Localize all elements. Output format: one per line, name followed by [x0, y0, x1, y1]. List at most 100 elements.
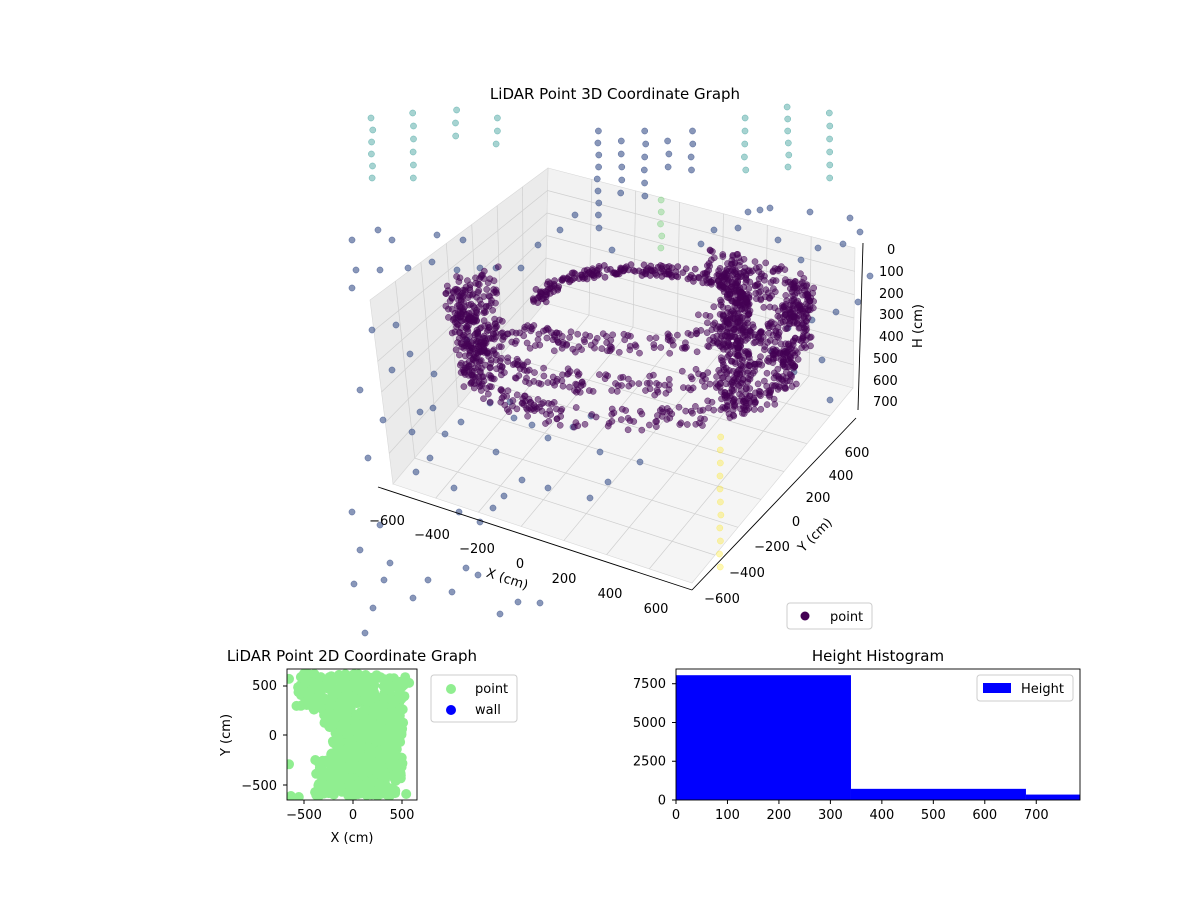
histogram-bars — [676, 675, 1080, 800]
data-point-2d — [358, 769, 368, 779]
data-point-3d — [791, 278, 799, 286]
data-point-3d — [462, 564, 470, 572]
data-point-3d — [448, 588, 456, 596]
legend-histogram-swatch — [983, 683, 1011, 693]
data-point-3d — [753, 281, 761, 289]
data-point-3d — [572, 380, 579, 388]
data-point-3d — [376, 521, 384, 529]
data-point-3d — [392, 321, 400, 329]
data-point-3d — [814, 244, 822, 252]
data-point-3d — [480, 345, 488, 353]
data-point-3d — [458, 343, 466, 351]
data-point-3d — [723, 328, 731, 336]
data-point-2d — [287, 791, 296, 800]
data-point-2d — [324, 702, 335, 712]
data-point-3d — [424, 576, 432, 584]
data-point-3d — [757, 405, 765, 413]
data-point-2d — [293, 792, 304, 800]
chart-3d-title: LiDAR Point 3D Coordinate Graph — [490, 85, 740, 103]
data-point-3d — [785, 340, 792, 348]
data-point-3d — [536, 599, 544, 607]
data-point-3d — [555, 339, 562, 346]
data-point-3d — [772, 382, 779, 389]
data-point-3d — [492, 140, 500, 148]
data-point-3d — [486, 364, 494, 372]
data-point-3d — [406, 350, 414, 358]
data-point-3d — [715, 282, 723, 289]
data-point-3d — [589, 388, 597, 395]
data-point-3d — [380, 576, 388, 584]
data-point-3d — [615, 348, 623, 356]
data-point-3d — [785, 151, 793, 159]
data-point-3d — [751, 258, 759, 265]
data-point-2d — [336, 786, 347, 797]
data-point-3d — [540, 364, 547, 372]
y-tick: 500 — [252, 679, 277, 694]
data-point-3d — [412, 468, 420, 476]
data-point-3d — [665, 375, 673, 383]
data-point-3d — [572, 348, 579, 356]
data-point-3d — [601, 273, 609, 281]
data-point-3d — [826, 122, 834, 130]
data-point-3d — [468, 379, 475, 387]
data-point-3d — [682, 265, 690, 273]
data-point-3d — [765, 354, 773, 362]
data-point-3d — [784, 127, 792, 135]
data-point-3d — [733, 369, 740, 376]
data-point-3d — [570, 423, 578, 431]
data-point-3d — [566, 278, 573, 286]
data-point-3d — [498, 394, 506, 402]
data-point-3d — [630, 418, 638, 425]
data-point-3d — [741, 153, 748, 161]
data-point-3d — [609, 331, 617, 339]
data-point-3d — [680, 384, 687, 391]
data-point-3d — [744, 369, 751, 377]
data-point-3d — [453, 266, 461, 274]
data-point-2d — [333, 733, 344, 744]
data-point-3d — [826, 396, 834, 404]
data-point-3d — [636, 408, 644, 415]
data-point-3d — [477, 338, 485, 346]
data-point-3d — [716, 524, 724, 532]
data-point-2d — [329, 674, 340, 685]
histogram-frame — [675, 668, 1081, 801]
data-point-3d — [624, 414, 632, 422]
data-point-2d — [343, 761, 354, 772]
data-point-3d — [595, 163, 602, 171]
data-point-3d — [549, 379, 557, 386]
data-point-3d — [464, 342, 472, 350]
y-tick: −400 — [729, 566, 765, 581]
x-tick: 600 — [644, 602, 669, 617]
data-point-3d — [761, 377, 768, 385]
data-point-3d — [546, 407, 554, 415]
data-point-3d — [374, 226, 382, 234]
data-point-3d — [789, 301, 797, 309]
data-point-3d — [783, 325, 791, 332]
data-point-3d — [771, 338, 779, 346]
data-point-3d — [765, 329, 773, 337]
data-point-3d — [512, 337, 520, 345]
y-axis-label-2d: Y (cm) — [219, 714, 234, 757]
data-point-3d — [638, 426, 646, 434]
data-point-3d — [728, 357, 735, 365]
data-point-2d — [346, 750, 356, 761]
data-point-3d — [463, 310, 470, 318]
data-point-2d — [388, 673, 399, 684]
data-point-3d — [409, 109, 417, 117]
data-point-3d — [757, 273, 765, 280]
data-point-3d — [544, 324, 551, 332]
data-point-3d — [469, 290, 477, 298]
data-point-3d — [477, 273, 485, 281]
grid-line — [414, 457, 716, 556]
data-point-3d — [826, 174, 834, 182]
data-point-3d — [646, 372, 654, 380]
x-tick: −200 — [459, 542, 495, 557]
data-point-3d — [854, 298, 862, 306]
z-tick: 600 — [873, 374, 898, 389]
data-point-3d — [696, 419, 703, 427]
data-point-3d — [448, 329, 456, 337]
data-point-3d — [797, 313, 805, 321]
data-point-3d — [703, 262, 711, 269]
data-point-3d — [740, 268, 747, 275]
